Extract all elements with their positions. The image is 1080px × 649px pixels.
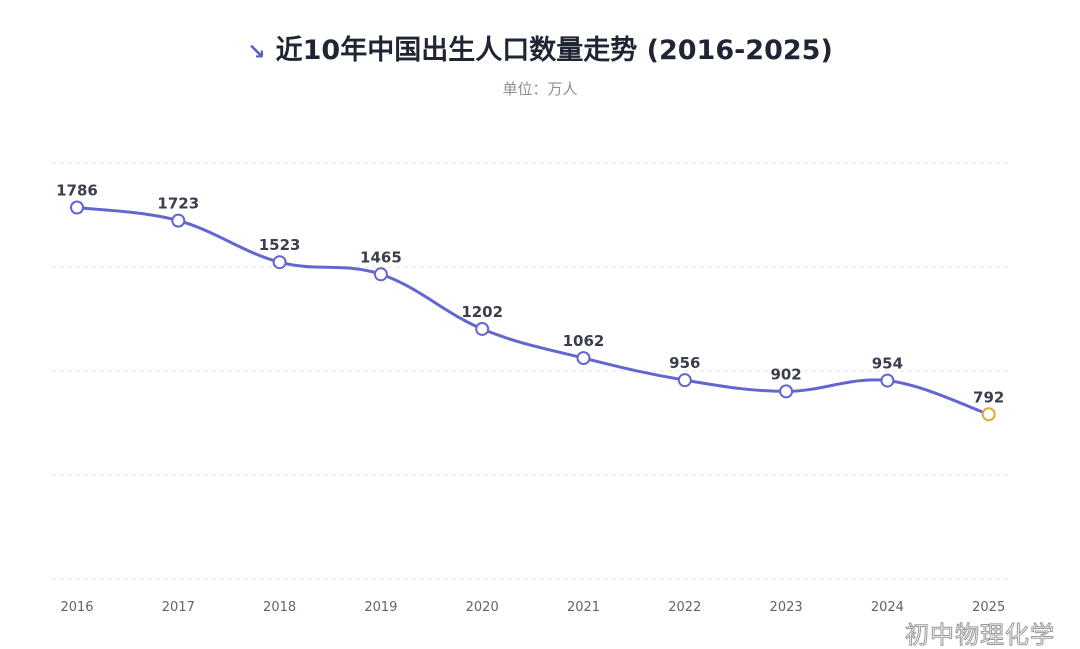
data-point: [981, 407, 996, 422]
data-point: [272, 255, 287, 270]
data-label: 902: [770, 365, 801, 383]
x-tick-label: 2025: [972, 600, 1005, 615]
x-tick-label: 2019: [364, 600, 397, 615]
data-label: 1465: [360, 248, 402, 266]
x-tick-label: 2021: [567, 600, 600, 615]
x-tick-label: 2016: [60, 600, 93, 615]
data-label: 1723: [157, 195, 199, 213]
x-tick-label: 2022: [668, 600, 701, 615]
chart-subtitle: 单位：万人: [502, 80, 578, 98]
watermark: 初中物理化学: [905, 621, 1055, 649]
x-tick-label: 2024: [871, 600, 904, 615]
x-tick-label: 2023: [770, 600, 803, 615]
data-label: 1062: [563, 332, 605, 350]
x-tick-label: 2020: [466, 600, 499, 615]
data-point: [576, 351, 591, 366]
x-tick-label: 2018: [263, 600, 296, 615]
data-point: [880, 373, 895, 388]
series-line: [76, 206, 990, 416]
data-point: [70, 200, 84, 215]
data-point: [373, 267, 388, 282]
data-point: [475, 321, 490, 336]
data-label: 1202: [461, 303, 503, 321]
data-label: 954: [872, 355, 903, 373]
trending-down-icon: ↘: [247, 40, 266, 65]
x-tick-label: 2017: [162, 600, 195, 615]
chart-title: ↘ 近10年中国出生人口数量走势 (2016-2025): [247, 35, 833, 66]
data-label: 1523: [259, 236, 301, 254]
data-point: [779, 384, 794, 399]
data-label: 956: [669, 354, 700, 372]
data-point: [677, 373, 692, 388]
data-label: 1786: [56, 182, 98, 200]
data-label: 792: [973, 388, 1004, 406]
data-point: [171, 213, 186, 228]
